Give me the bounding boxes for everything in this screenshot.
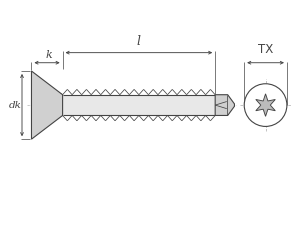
Polygon shape [256, 94, 275, 116]
Text: TX: TX [258, 43, 273, 56]
Circle shape [244, 84, 287, 126]
Text: dk: dk [9, 101, 22, 110]
Text: d: d [224, 100, 231, 110]
Polygon shape [32, 71, 63, 139]
Polygon shape [63, 95, 215, 115]
Polygon shape [215, 95, 234, 115]
Text: k: k [45, 50, 52, 60]
Text: l: l [137, 35, 141, 48]
